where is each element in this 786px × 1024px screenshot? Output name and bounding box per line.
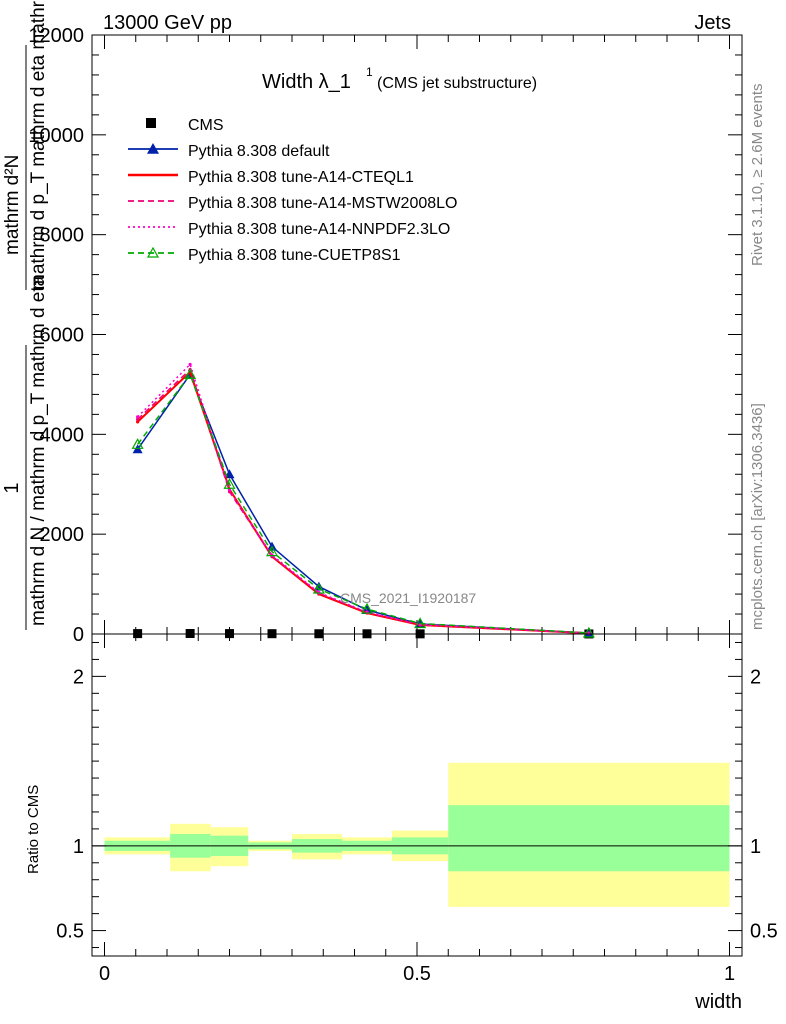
y-tick-label: 6000 (40, 325, 85, 347)
rivet-label: Rivet 3.1.10, ≥ 2.6M events (749, 84, 766, 267)
legend-label: Pythia 8.308 tune-A14-NNPDF2.3LO (188, 221, 450, 238)
legend-label: Pythia 8.308 default (188, 143, 330, 160)
series-5 (131, 368, 595, 638)
data-point (360, 602, 374, 614)
series-line (137, 372, 589, 634)
data-point (136, 417, 140, 421)
y-tick-label: 2000 (40, 524, 85, 546)
ratio-y-label: Ratio to CMS (25, 785, 42, 874)
main-plot-panel: 0 2000 4000 6000 8000 10000 12000 (28, 25, 743, 646)
data-point (582, 626, 595, 638)
y-tick-label: 0 (73, 624, 84, 646)
chart-title: Width λ_1 1 (CMS jet substructure) (262, 65, 537, 93)
legend-label: CMS (188, 117, 224, 134)
data-point (227, 488, 232, 492)
y-tick-label: 4000 (40, 424, 85, 446)
ylabel-numer2: mathrm d²N (2, 155, 23, 255)
ylabel-denom: mathrm d N / mathrm d p_T mathrm d eta (28, 275, 49, 626)
header-left: 13000 GeV pp (103, 12, 232, 34)
data-point (312, 582, 325, 594)
x-tick-label: 0 (99, 963, 110, 985)
y-tick-label: 10000 (28, 125, 84, 147)
main-y-label: 1 mathrm d N / mathrm d p_T mathrm d eta… (1, 0, 49, 630)
title-main: Width λ_1 (262, 71, 351, 93)
series-line (137, 363, 589, 635)
header-right: Jets (694, 12, 731, 34)
ratio-tick-label: 1 (73, 836, 84, 858)
title-superscript: 1 (366, 65, 373, 79)
legend-label: Pythia 8.308 tune-A14-MSTW2008LO (188, 195, 457, 212)
data-point (147, 143, 159, 154)
ratio-tick-label-right: 0.5 (750, 921, 778, 943)
data-point (131, 438, 144, 449)
data-point (146, 246, 160, 258)
x-tick-label: 0.5 (403, 963, 431, 985)
ratio-tick-label-right: 1 (750, 836, 761, 858)
ylabel-numer: 1 (1, 482, 23, 493)
ratio-inner-band (448, 805, 730, 872)
data-point (184, 368, 197, 380)
legend-label: Pythia 8.308 tune-A14-CTEQL1 (188, 169, 414, 186)
data-point (136, 415, 140, 419)
ratio-plot-panel: 0 0.5 1 0.5 0.5 1 1 2 2 (56, 633, 778, 985)
title-note: (CMS jet substructure) (377, 75, 537, 92)
mcplots-label: mcplots.cern.ch [arXiv:1306.3436] (749, 403, 766, 630)
analysis-watermark: CMS_2021_I1920187 (340, 590, 476, 606)
data-point (414, 617, 427, 629)
x-tick-label: 1 (724, 963, 735, 985)
x-axis-label: width (694, 991, 742, 1013)
legend-label: Pythia 8.308 tune-CUETP8S1 (188, 247, 401, 264)
data-point (146, 118, 156, 128)
ylabel-denom2: mathrm d p_T mathrm d eta mathrm d lambd… (28, 0, 49, 290)
legend: CMS Pythia 8.308 default Pythia 8.308 tune… (128, 117, 457, 264)
data-point (223, 478, 236, 489)
y-tick-label: 12000 (28, 25, 84, 47)
ratio-tick-label: 2 (73, 666, 84, 688)
y-tick-label: 8000 (40, 225, 85, 247)
ratio-tick-label-right: 2 (750, 666, 761, 688)
data-point (136, 420, 140, 424)
data-point (265, 545, 279, 557)
data-point (188, 362, 192, 367)
ratio-tick-label: 0.5 (56, 921, 84, 943)
